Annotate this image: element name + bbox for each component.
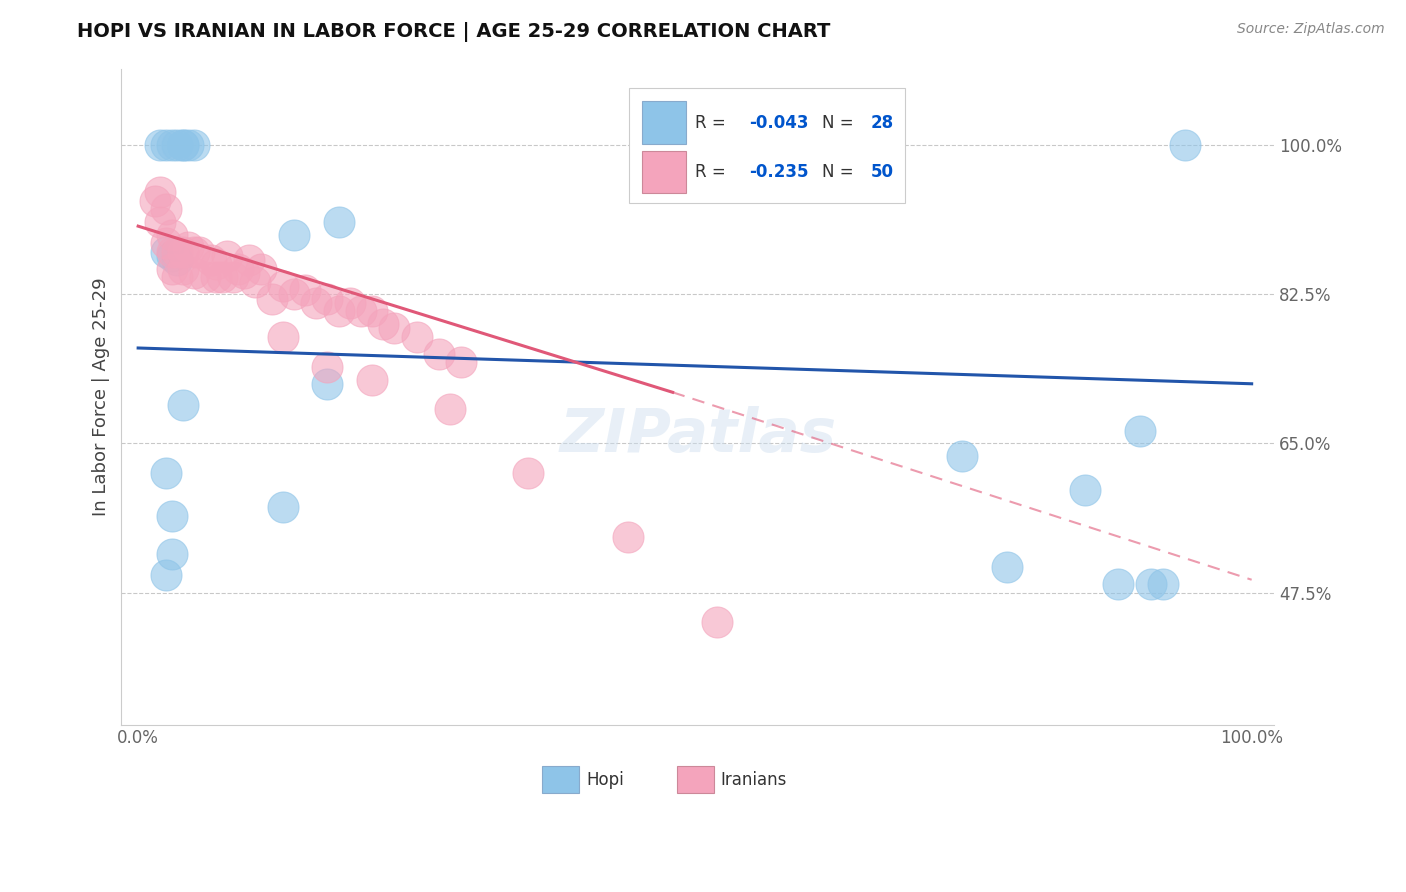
Point	[183, 266, 205, 280]
Point	[271, 330, 294, 344]
Point	[1140, 577, 1163, 591]
Point	[305, 296, 328, 310]
Point	[339, 296, 361, 310]
Point	[328, 215, 350, 229]
Point	[1152, 577, 1174, 591]
Text: 50: 50	[870, 162, 894, 180]
Text: Source: ZipAtlas.com: Source: ZipAtlas.com	[1237, 22, 1385, 37]
Point	[222, 270, 245, 285]
Point	[316, 359, 339, 374]
Point	[160, 244, 183, 259]
Point	[361, 372, 384, 386]
Point	[1073, 483, 1095, 498]
FancyBboxPatch shape	[628, 88, 905, 203]
Point	[166, 253, 188, 268]
Bar	[676, 766, 714, 794]
Point	[271, 500, 294, 515]
Point	[160, 227, 183, 242]
Text: R =: R =	[696, 114, 731, 132]
Point	[166, 244, 188, 259]
Point	[155, 138, 177, 153]
Point	[166, 270, 188, 285]
Point	[155, 467, 177, 481]
Point	[177, 138, 200, 153]
Point	[405, 330, 427, 344]
Point	[172, 138, 194, 153]
Point	[995, 560, 1018, 574]
Point	[260, 292, 283, 306]
Point	[160, 547, 183, 561]
Point	[149, 185, 172, 199]
Point	[294, 283, 316, 297]
Point	[243, 275, 266, 289]
Point	[160, 138, 183, 153]
Point	[439, 402, 461, 417]
Point	[166, 138, 188, 153]
Point	[143, 194, 166, 208]
Point	[1174, 138, 1197, 153]
Bar	[643, 102, 686, 144]
Point	[371, 317, 394, 331]
Point	[316, 292, 339, 306]
Point	[160, 261, 183, 276]
Point	[155, 568, 177, 582]
Point	[160, 508, 183, 523]
Text: 28: 28	[870, 114, 894, 132]
Point	[172, 398, 194, 412]
Point	[194, 270, 217, 285]
Point	[283, 287, 305, 301]
Point	[232, 266, 254, 280]
Text: Hopi: Hopi	[586, 771, 624, 789]
Point	[172, 261, 194, 276]
Point	[217, 249, 239, 263]
Bar	[543, 766, 579, 794]
Point	[183, 244, 205, 259]
Point	[1107, 577, 1129, 591]
Point	[188, 244, 211, 259]
Point	[172, 244, 194, 259]
Point	[205, 270, 228, 285]
Point	[516, 467, 538, 481]
Point	[205, 258, 228, 272]
Text: N =: N =	[823, 114, 859, 132]
Point	[271, 278, 294, 293]
Point	[200, 253, 222, 268]
Point	[283, 227, 305, 242]
Point	[155, 236, 177, 251]
Point	[172, 138, 194, 153]
Point	[382, 321, 405, 335]
Point	[706, 615, 728, 630]
Text: R =: R =	[696, 162, 731, 180]
Text: -0.235: -0.235	[749, 162, 808, 180]
Point	[316, 376, 339, 391]
Point	[361, 304, 384, 318]
Text: ZIPatlas: ZIPatlas	[560, 407, 837, 466]
Point	[177, 240, 200, 254]
Text: Iranians: Iranians	[721, 771, 787, 789]
Bar	[643, 151, 686, 194]
Text: HOPI VS IRANIAN IN LABOR FORCE | AGE 25-29 CORRELATION CHART: HOPI VS IRANIAN IN LABOR FORCE | AGE 25-…	[77, 22, 831, 42]
Y-axis label: In Labor Force | Age 25-29: In Labor Force | Age 25-29	[93, 277, 110, 516]
Point	[149, 215, 172, 229]
Point	[211, 270, 233, 285]
Point	[228, 261, 250, 276]
Point	[249, 261, 271, 276]
Text: -0.043: -0.043	[749, 114, 808, 132]
Point	[450, 355, 472, 369]
Point	[617, 530, 640, 544]
Point	[183, 138, 205, 153]
Point	[1129, 424, 1152, 438]
Point	[950, 449, 973, 463]
Point	[238, 253, 260, 268]
Text: N =: N =	[823, 162, 859, 180]
Point	[427, 347, 450, 361]
Point	[160, 249, 183, 263]
Point	[155, 244, 177, 259]
Point	[155, 202, 177, 216]
Point	[149, 138, 172, 153]
Point	[328, 304, 350, 318]
Point	[350, 304, 373, 318]
